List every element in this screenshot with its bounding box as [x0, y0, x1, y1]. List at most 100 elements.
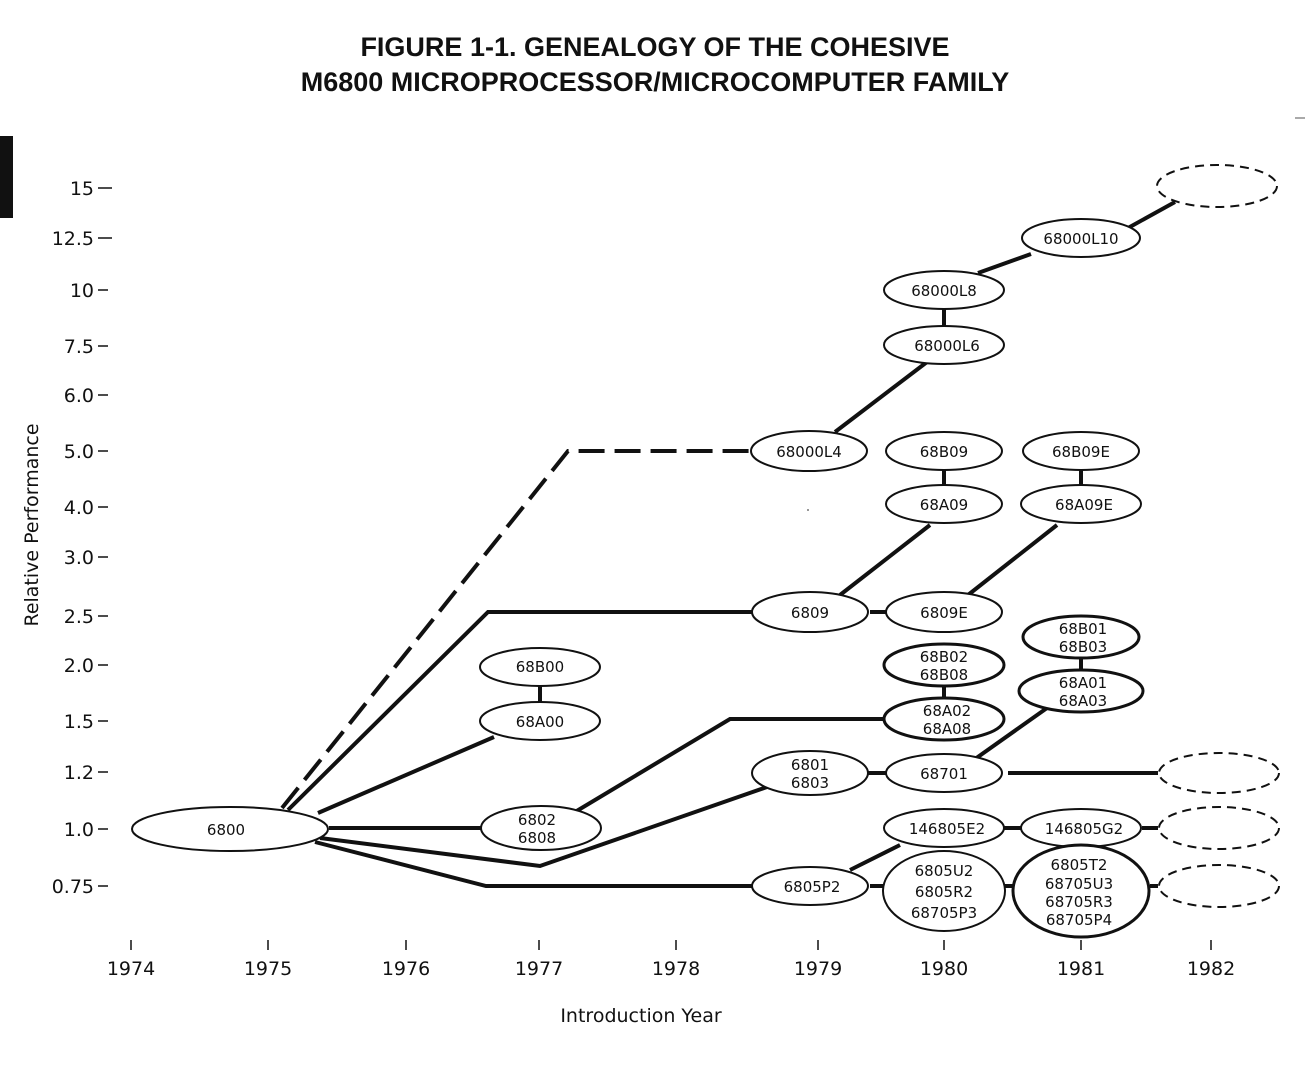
node-label: 68000L6: [914, 337, 980, 355]
x-axis-label: Introduction Year: [560, 1005, 722, 1027]
node-label: 6805R2: [915, 883, 973, 901]
node-label: 68705P3: [911, 904, 977, 922]
x-tick-label: 1980: [920, 958, 968, 980]
node-6809E: [885, 591, 1003, 633]
x-tick-label: 1979: [794, 958, 842, 980]
node-6805P2: [751, 866, 869, 906]
node-68000L4: [750, 430, 868, 472]
page-edge-mark: [0, 136, 13, 218]
y-tick-label: 1.2: [64, 762, 94, 784]
connector: [849, 843, 901, 872]
node-68B09E: [1022, 431, 1140, 471]
node-label: 68B08: [920, 666, 968, 684]
connector: [977, 252, 1032, 275]
node-68000L10: [1021, 218, 1141, 258]
node-68B01-68B03: [1021, 614, 1141, 660]
connector: [573, 717, 884, 814]
y-tick-label: 0.75: [52, 876, 94, 898]
node-label: 6808: [518, 829, 556, 847]
node-68A02-68A08: [882, 696, 1006, 742]
node-label: 6803: [791, 774, 829, 792]
dashed-connector: [280, 449, 757, 810]
connector: [286, 610, 752, 812]
node-label: 6809: [791, 604, 829, 622]
node-label: 68000L4: [776, 443, 842, 461]
x-axis: [130, 940, 1212, 950]
connector: [319, 785, 768, 869]
y-tick-label: 2.5: [64, 606, 94, 628]
node-label: 68A02: [923, 702, 971, 720]
future-node: [1158, 864, 1280, 908]
connector: [314, 840, 752, 888]
node-68000L8: [883, 270, 1005, 310]
node-label: 68A00: [516, 713, 564, 731]
node-label: 68701: [920, 765, 968, 783]
node-label: 68A03: [1059, 692, 1107, 710]
connector: [833, 360, 929, 434]
node-label: 6800: [207, 821, 245, 839]
y-tick-label: 6.0: [64, 385, 94, 407]
node-label: 68B09: [920, 443, 968, 461]
node-6801-6803: [751, 750, 869, 796]
node-label: 68A09E: [1055, 496, 1113, 514]
figure-title-line-1: FIGURE 1-1. GENEALOGY OF THE COHESIVE: [360, 32, 950, 62]
x-tick-label: 1977: [515, 958, 563, 980]
node-label: 68705R3: [1045, 893, 1113, 911]
node-68A09E: [1020, 484, 1142, 524]
node-68000L6: [883, 325, 1005, 365]
node-6805T2-68705U3-68705R3-68705P4: [1011, 843, 1151, 939]
node-label: 68000L8: [911, 282, 977, 300]
node-6802-6808: [480, 805, 602, 851]
node-labels: 6800 68B00 68A00 6802 6808 68000L4 6809 …: [207, 230, 1123, 929]
x-tick-label: 1976: [382, 958, 430, 980]
y-tick-label: 2.0: [64, 655, 94, 677]
future-node: [1158, 752, 1280, 794]
x-tick-label: 1978: [652, 958, 700, 980]
node-68B09: [885, 431, 1003, 471]
node-68A01-68A03: [1017, 668, 1145, 714]
future-node: [1158, 806, 1280, 850]
node-label: 6809E: [920, 604, 968, 622]
figure-title-line-2: M6800 MICROPROCESSOR/MICROCOMPUTER FAMIL…: [300, 67, 1010, 97]
connector: [973, 706, 1049, 761]
nodes: [131, 164, 1280, 939]
node-label: 68B03: [1059, 638, 1107, 656]
y-axis-label: Relative Performance: [21, 423, 43, 626]
node-label: 6801: [791, 756, 829, 774]
node-label: 68A01: [1059, 674, 1107, 692]
node-6805U2-6805R2-68705P3: [882, 850, 1006, 932]
node-68701: [885, 753, 1003, 793]
y-tick-label: 3.0: [64, 547, 94, 569]
node-label: 68B02: [920, 648, 968, 666]
node-68A09: [885, 484, 1003, 524]
node-146805E2: [883, 808, 1005, 848]
x-tick-label: 1981: [1057, 958, 1105, 980]
node-label: 68A08: [923, 720, 971, 738]
node-label: 68000L10: [1043, 230, 1118, 248]
connector: [838, 523, 932, 597]
node-label: 146805E2: [909, 820, 985, 838]
node-label: 68705U3: [1045, 875, 1113, 893]
node-label: 146805G2: [1045, 820, 1123, 838]
node-label: 68A09: [920, 496, 968, 514]
node-label: 68B00: [516, 658, 564, 676]
lineage-connectors: [280, 200, 1176, 888]
node-6800: [131, 806, 329, 852]
y-tick-label: 10: [70, 280, 94, 302]
node-68A00: [479, 701, 601, 741]
node-label: 6805P2: [784, 878, 841, 896]
connector: [966, 523, 1059, 597]
node-68B00: [479, 647, 601, 687]
x-tick-label: 1975: [244, 958, 292, 980]
y-axis: [98, 187, 112, 887]
node-6809: [751, 591, 869, 633]
x-tick-label: 1974: [107, 958, 155, 980]
connector: [317, 735, 495, 815]
scan-mark: [807, 509, 809, 511]
x-tick-label: 1982: [1187, 958, 1235, 980]
node-label: 6802: [518, 811, 556, 829]
y-tick-label: 1.5: [64, 711, 94, 733]
connector: [1127, 200, 1176, 230]
y-tick-label: 15: [70, 178, 94, 200]
node-label: 68705P4: [1046, 911, 1112, 929]
